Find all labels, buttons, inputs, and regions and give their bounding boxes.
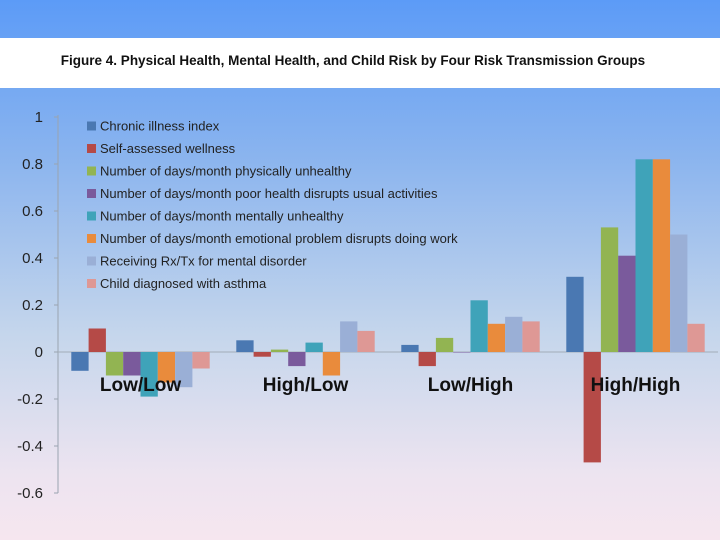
bar	[71, 352, 89, 371]
bar	[505, 316, 523, 353]
bar	[522, 321, 540, 352]
bar	[123, 352, 141, 376]
bar	[340, 321, 358, 352]
bar	[140, 352, 158, 397]
legend: Chronic illness index Self-assessed welln…	[87, 119, 458, 291]
legend-label: Child diagnosed with asthma	[100, 276, 267, 291]
y-tick-label: 1	[35, 109, 43, 126]
bar	[470, 300, 488, 352]
bar	[401, 344, 419, 352]
bar	[566, 276, 584, 352]
title-band	[0, 38, 720, 88]
bar	[288, 352, 306, 367]
bar	[270, 349, 289, 352]
category-label: Low/Low	[100, 375, 181, 396]
bar	[105, 352, 124, 376]
bar	[687, 323, 705, 352]
bar	[418, 352, 436, 367]
y-tick-label: -0.2	[17, 391, 43, 408]
legend-label: Number of days/month poor health disrupt…	[100, 186, 438, 201]
bar	[600, 227, 619, 352]
bar	[583, 352, 601, 463]
y-tick-label: 0.4	[22, 250, 43, 267]
category-labels: Low/Low High/Low Low/High High/High	[100, 375, 680, 396]
bar	[305, 342, 323, 352]
y-tick-label: -0.6	[17, 485, 43, 502]
legend-swatch	[87, 166, 96, 176]
bar	[236, 340, 254, 353]
bar	[652, 159, 671, 352]
bar	[435, 337, 454, 352]
legend-swatch	[87, 144, 96, 153]
legend-label: Number of days/month physically unhealth…	[100, 164, 352, 179]
legend-swatch	[87, 234, 96, 243]
legend-swatch	[87, 256, 96, 266]
bar	[192, 352, 210, 369]
bar	[670, 234, 688, 352]
legend-swatch	[87, 121, 96, 131]
bar	[357, 330, 375, 352]
y-tick-label: 0.2	[22, 297, 43, 314]
y-tick-label: 0.6	[22, 203, 43, 220]
legend-label: Chronic illness index	[100, 119, 220, 134]
bar	[157, 352, 176, 383]
chart-title: Figure 4. Physical Health, Mental Health…	[60, 53, 646, 68]
legend-swatch	[87, 279, 96, 288]
bar-series-group	[71, 159, 705, 463]
y-tick-label: -0.4	[17, 438, 43, 455]
legend-label: Number of days/month mentally unhealthy	[100, 209, 344, 224]
bar	[635, 159, 653, 352]
bar	[618, 255, 636, 352]
bar	[253, 352, 271, 357]
category-label: High/High	[591, 375, 681, 396]
legend-label: Receiving Rx/Tx for mental disorder	[100, 254, 307, 269]
legend-swatch	[87, 211, 96, 221]
y-tick-label: 0	[35, 344, 43, 361]
bar	[487, 323, 506, 352]
legend-label: Number of days/month emotional problem d…	[100, 231, 458, 246]
bar	[175, 352, 193, 388]
category-label: Low/High	[428, 375, 513, 396]
y-axis: 1 0.8 0.6 0.4 0.2 0 -0.2 -0.4 -0.6	[17, 109, 718, 502]
legend-swatch	[87, 189, 96, 198]
bar	[88, 328, 106, 352]
legend-label: Self-assessed wellness	[100, 141, 236, 156]
category-label: High/Low	[263, 375, 349, 396]
bar	[453, 352, 471, 353]
bar	[322, 352, 341, 376]
y-tick-label: 0.8	[22, 156, 43, 173]
